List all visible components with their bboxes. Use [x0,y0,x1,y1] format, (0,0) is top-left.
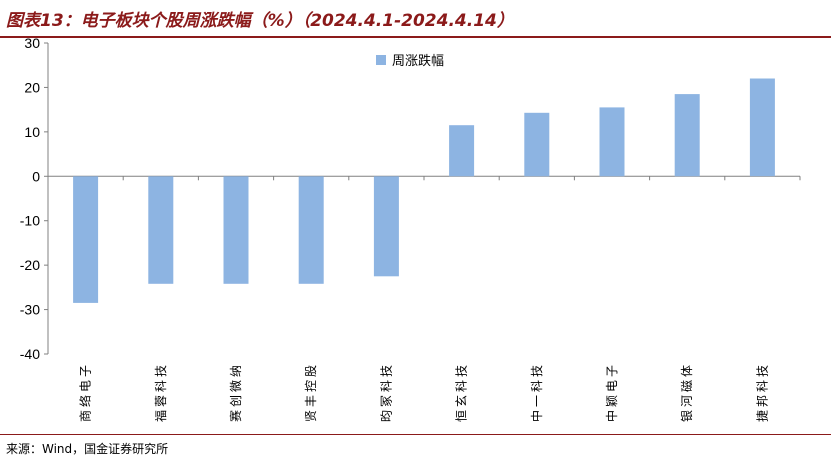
x-axis-labels: 商络电子 福蓉科技 赛创微纳 贤丰控股 昀冢科技 恒玄科技 中一科技 中颖电子 银河磁体 捷邦科技 [78,362,770,422]
y-tick-label: 30 [24,36,40,51]
legend-swatch [376,55,386,65]
footer-divider [0,434,831,435]
x-tick-label: 贤丰控股 [304,362,318,422]
x-tick-label: 银河磁体 [679,362,694,422]
chart-bars [73,78,775,303]
chart-axes [47,43,801,354]
bar [449,125,475,177]
bar [749,78,775,177]
bar-chart: 30 20 10 0 -10 -20 -30 -40 商络电子 福蓉科技 赛创微纳 贤丰控股 昀冢科技… [20,36,801,422]
y-tick-label: -10 [20,213,40,229]
x-tick-label: 中颖电子 [604,362,619,422]
legend-label: 周涨跌幅 [392,53,444,69]
chart-legend: 周涨跌幅 [376,53,444,69]
bar [223,176,249,284]
bar [298,176,324,284]
bar [524,112,550,177]
x-tick-label: 恒玄科技 [454,362,469,422]
chart-title: 图表13：电子板块个股周涨跌幅（%）（2024.4.1-2024.4.14） [6,11,514,31]
bar [373,176,399,277]
bar [599,107,625,177]
bar [674,94,700,177]
y-axis-ticks: 30 20 10 0 -10 -20 -30 -40 [20,36,48,362]
x-tick-label: 赛创微纳 [228,362,243,422]
y-tick-label: 0 [32,168,40,184]
bar [148,176,174,284]
source-note: 来源：Wind，国金证券研究所 [6,442,169,456]
bar [73,176,99,303]
y-tick-label: 10 [24,124,40,140]
x-tick-label: 商络电子 [78,362,93,422]
x-tick-label: 昀冢科技 [379,362,393,422]
title-bar: 图表13：电子板块个股周涨跌幅（%）（2024.4.1-2024.4.14） [0,0,831,38]
y-tick-label: -40 [20,346,40,362]
y-tick-label: -30 [20,302,40,318]
y-tick-label: 20 [24,79,40,95]
x-tick-label: 中一科技 [529,362,544,422]
y-tick-label: -20 [20,257,40,273]
x-tick-label: 福蓉科技 [153,362,168,422]
x-tick-label: 捷邦科技 [755,362,769,422]
